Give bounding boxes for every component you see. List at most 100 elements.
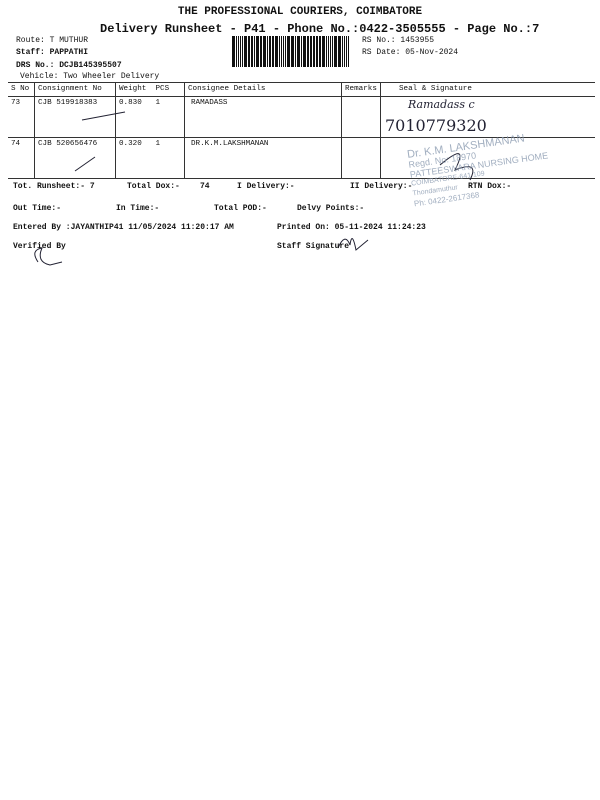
rs-date: RS Date: 05-Nov-2024 — [362, 48, 459, 57]
runsheet-table: S No Consignment No Weight PCS Consignee… — [8, 82, 595, 179]
pcs: 1 — [155, 140, 161, 148]
barcode-bar — [339, 36, 342, 67]
barcode-bar — [255, 36, 257, 67]
barcode-bar — [280, 36, 283, 67]
barcode-bar — [304, 36, 306, 67]
barcode-bar — [338, 36, 339, 67]
barcode-bar — [233, 36, 236, 67]
barcode-bar — [232, 36, 233, 67]
barcode-bar — [237, 36, 239, 67]
barcode-bar — [333, 36, 336, 67]
barcode-bar — [314, 36, 316, 67]
col-pcs: PCS — [155, 85, 170, 93]
seal-signature — [380, 137, 595, 179]
barcode-bar — [330, 36, 332, 67]
barcode-bar — [298, 36, 301, 67]
table-row: 73 CJB 519918383 0.830 1 RAMADASS — [8, 96, 595, 138]
seal-signature — [380, 96, 595, 138]
barcode-bar — [248, 36, 249, 67]
barcode-bar — [308, 36, 310, 67]
barcode-bar — [289, 36, 290, 67]
total-dox-value: 74 — [200, 182, 210, 191]
remarks — [341, 96, 381, 138]
barcode-bar — [286, 36, 289, 67]
barcode-bar — [331, 36, 333, 67]
delvy-points: Delvy Points:- — [297, 204, 365, 213]
staff-signature: Staff Signature — [277, 242, 350, 251]
runsheet-subtitle: Delivery Runsheet - P41 - Phone No.:0422… — [100, 22, 540, 36]
verified-by: Verified By — [13, 242, 66, 251]
rs-number: RS No.: 1453955 — [362, 36, 435, 45]
barcode-bar — [271, 36, 273, 67]
barcode-bar — [259, 36, 261, 67]
barcode-bar — [274, 36, 277, 67]
company-title: THE PROFESSIONAL COURIERS, COIMBATORE — [177, 6, 423, 18]
barcode-bar — [263, 36, 265, 67]
weight-pcs: 0.320 1 — [115, 137, 185, 179]
tot-runsheet: Tot. Runsheet:- 7 — [13, 182, 95, 191]
weight-pcs: 0.830 1 — [115, 96, 185, 138]
barcode-bar — [272, 36, 274, 67]
barcode-bar — [342, 36, 344, 67]
staff: Staff: PAPPATHI — [16, 48, 89, 57]
remarks — [341, 137, 381, 179]
barcode-bar — [324, 36, 326, 67]
barcode-bar — [245, 36, 248, 67]
rtn-dox: RTN Dox:- — [468, 182, 512, 191]
route: Route: T MUTHUR — [16, 36, 89, 45]
barcode-bar — [343, 36, 345, 67]
barcode-bar — [279, 36, 281, 67]
barcode-bar — [310, 36, 313, 67]
weight: 0.320 — [119, 140, 142, 148]
barcode-bar — [347, 36, 349, 67]
barcode-bar — [283, 36, 285, 67]
barcode-bar — [284, 36, 286, 67]
barcode-bar — [249, 36, 251, 67]
col-weight: Weight — [119, 85, 147, 93]
total-pod: Total POD:- — [214, 204, 267, 213]
i-delivery: I Delivery:- — [237, 182, 295, 191]
barcode-bar — [261, 36, 263, 67]
barcode-bar — [306, 36, 308, 67]
pcs: 1 — [155, 99, 161, 107]
barcode-bar — [295, 36, 297, 67]
barcode-bar — [296, 36, 298, 67]
consignment-no: CJB 519918383 — [34, 96, 116, 138]
barcode — [232, 36, 350, 67]
barcode-bar — [267, 36, 269, 67]
printed-on: Printed On: 05-11-2024 11:24:23 — [277, 223, 426, 232]
handwritten-signature: Ramadass c — [408, 98, 475, 111]
consignee: DR.K.M.LAKSHMANAN — [184, 137, 342, 179]
consignment-no: CJB 520656476 — [34, 137, 116, 179]
barcode-bar — [292, 36, 295, 67]
barcode-bar — [315, 36, 318, 67]
handwritten-phone: 7010779320 — [385, 116, 487, 135]
barcode-bar — [326, 36, 328, 67]
barcode-bar — [327, 36, 330, 67]
table-row: 74 CJB 520656476 0.320 1 DR.K.M.LAKSHMAN… — [8, 137, 595, 179]
consignee: RAMADASS — [184, 96, 342, 138]
drs-number: DRS No.: DCJB145395507 — [16, 61, 122, 70]
out-time: Out Time:- — [13, 204, 62, 213]
barcode-bar — [320, 36, 322, 67]
barcode-bar — [345, 36, 348, 67]
total-dox: Total Dox:- — [127, 182, 180, 191]
barcode-bar — [265, 36, 267, 67]
barcode-bar — [243, 36, 245, 67]
col-seal: Seal & Signature — [380, 82, 595, 97]
in-time: In Time:- — [116, 204, 160, 213]
vehicle: Vehicle: Two Wheeler Delivery — [20, 72, 160, 81]
barcode-bar — [336, 36, 338, 67]
col-consignee: Consignee Details — [184, 82, 342, 97]
barcode-bar — [241, 36, 243, 67]
barcode-bar — [302, 36, 304, 67]
barcode-bar — [300, 36, 302, 67]
barcode-bar — [312, 36, 314, 67]
entered-by: Entered By :JAYANTHIP41 11/05/2024 11:20… — [13, 223, 234, 232]
weight: 0.830 — [119, 99, 142, 107]
barcode-bar — [318, 36, 320, 67]
col-remarks: Remarks — [341, 82, 381, 97]
barcode-bar — [290, 36, 292, 67]
barcode-bar — [253, 36, 255, 67]
